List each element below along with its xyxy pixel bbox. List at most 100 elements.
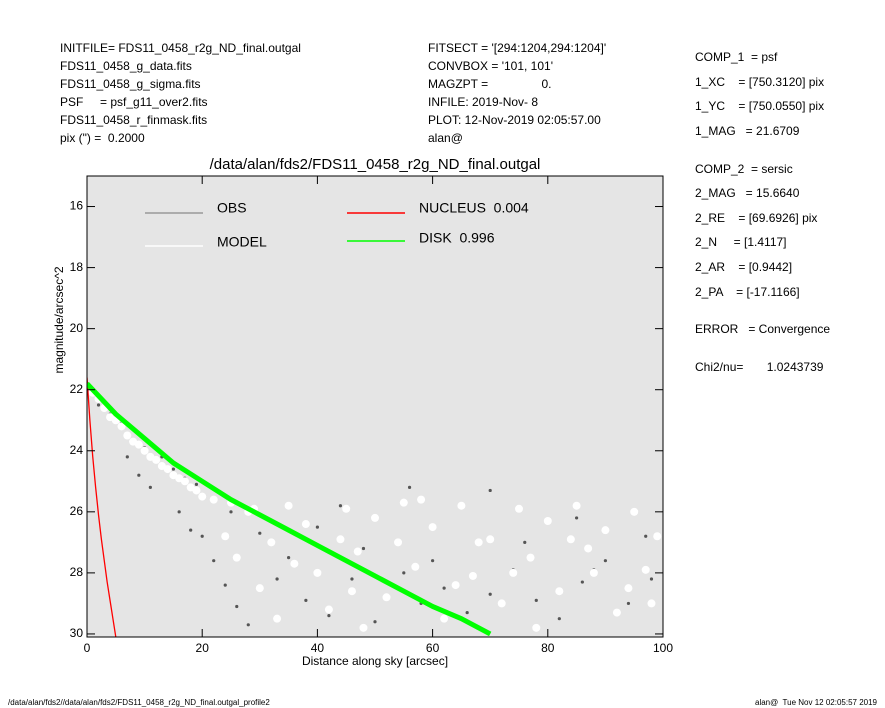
model-point bbox=[180, 477, 189, 486]
model-point bbox=[486, 535, 495, 544]
info-right: COMP_2 = sersic bbox=[695, 162, 793, 176]
model-point bbox=[232, 553, 241, 562]
model-point bbox=[497, 599, 506, 608]
obs-point bbox=[407, 485, 412, 490]
info-middle: FITSECT = '[294:1204,294:1204]' bbox=[428, 41, 606, 55]
legend-label: NUCLEUS 0.004 bbox=[419, 200, 529, 216]
obs-point bbox=[488, 488, 492, 493]
legend-label: OBS bbox=[217, 200, 247, 216]
model-point bbox=[428, 523, 437, 532]
nucleus-profile bbox=[87, 377, 117, 637]
model-point bbox=[273, 614, 282, 623]
info-right: 2_MAG = 15.6640 bbox=[695, 186, 800, 200]
info-right: 2_AR = [0.9442] bbox=[695, 260, 792, 274]
model-point bbox=[394, 538, 403, 547]
info-left: FDS11_0458_g_data.fits bbox=[60, 59, 192, 73]
obs-point bbox=[177, 510, 181, 514]
footer-left: /data/alan/fds2//data/alan/fds2/FDS11_04… bbox=[8, 698, 270, 707]
obs-point bbox=[304, 598, 308, 602]
model-point bbox=[382, 593, 391, 602]
obs-point bbox=[229, 510, 233, 514]
x-tick-label: 80 bbox=[541, 641, 555, 655]
obs-point bbox=[361, 546, 366, 551]
info-right: COMP_1 = psf bbox=[695, 50, 778, 64]
model-point bbox=[134, 440, 143, 449]
model-point bbox=[572, 501, 581, 510]
obs-point bbox=[194, 482, 199, 486]
info-middle: MAGZPT = 0. bbox=[428, 77, 551, 91]
info-left: FDS11_0458_g_sigma.fits bbox=[60, 77, 201, 91]
model-point bbox=[313, 568, 322, 577]
obs-point bbox=[275, 577, 279, 581]
model-point bbox=[417, 495, 426, 504]
x-tick-label: 60 bbox=[426, 641, 440, 655]
model-point bbox=[284, 501, 293, 510]
obs-point bbox=[402, 571, 406, 575]
obs-point bbox=[96, 403, 101, 407]
model-point bbox=[301, 520, 310, 529]
model-point bbox=[612, 608, 621, 617]
obs-point bbox=[575, 516, 579, 520]
legend-label: DISK 0.996 bbox=[419, 230, 495, 246]
obs-point bbox=[649, 577, 654, 581]
chart-title: /data/alan/fds2/FDS11_0458_r2g_ND_final.… bbox=[210, 156, 541, 173]
model-point bbox=[411, 562, 420, 571]
info-middle: alan@ bbox=[428, 131, 463, 145]
plot-frame bbox=[86, 175, 664, 638]
model-point bbox=[123, 431, 132, 440]
obs-point bbox=[148, 485, 152, 490]
model-point bbox=[474, 538, 483, 547]
obs-point bbox=[200, 534, 204, 538]
plot-background bbox=[87, 176, 663, 637]
info-middle: PLOT: 12-Nov-2019 02:05:57.00 bbox=[428, 113, 601, 127]
model-point bbox=[140, 446, 149, 455]
model-point bbox=[457, 501, 466, 510]
model-point bbox=[371, 513, 379, 522]
obs-point bbox=[125, 455, 129, 459]
info-middle: CONVBOX = '101, 101' bbox=[428, 59, 553, 73]
obs-point bbox=[580, 580, 584, 584]
model-point bbox=[192, 486, 201, 495]
obs-point bbox=[189, 528, 193, 532]
info-left: FDS11_0458_r_finmask.fits bbox=[60, 113, 207, 127]
model-point bbox=[209, 495, 218, 504]
obs-point bbox=[258, 531, 262, 535]
info-right: 2_RE = [69.6926] pix bbox=[695, 211, 817, 225]
info-left: INITFILE= FDS11_0458_r2g_ND_final.outgal bbox=[60, 41, 301, 55]
info-left: pix (") = 0.2000 bbox=[60, 131, 145, 145]
model-point bbox=[347, 587, 356, 596]
info-right: 1_MAG = 21.6709 bbox=[695, 124, 800, 138]
obs-point bbox=[488, 592, 492, 596]
model-point bbox=[359, 623, 368, 632]
model-point bbox=[336, 535, 345, 544]
model-point bbox=[532, 623, 541, 632]
model-point bbox=[566, 535, 575, 544]
model-point bbox=[589, 568, 598, 577]
info-right: 2_N = [1.4117] bbox=[695, 235, 787, 249]
y-tick-label: 30 bbox=[70, 626, 84, 640]
model-point bbox=[451, 581, 460, 590]
y-tick-label: 18 bbox=[70, 260, 84, 274]
model-point bbox=[255, 584, 264, 593]
model-point bbox=[641, 565, 650, 574]
obs-point bbox=[235, 604, 239, 609]
model-point bbox=[221, 532, 230, 541]
model-point bbox=[468, 571, 477, 580]
model-point bbox=[653, 532, 662, 541]
obs-point bbox=[350, 577, 354, 581]
info-right: ERROR = Convergence bbox=[695, 322, 830, 336]
obs-point bbox=[534, 598, 538, 602]
obs-point bbox=[171, 467, 175, 471]
footer-right: alan@ Tue Nov 12 02:05:57 2019 bbox=[755, 698, 878, 707]
x-tick-label: 100 bbox=[653, 641, 673, 655]
obs-point bbox=[287, 556, 291, 560]
model-point bbox=[630, 507, 639, 516]
y-tick-label: 22 bbox=[70, 382, 84, 396]
model-point bbox=[290, 559, 299, 568]
model-point bbox=[526, 553, 535, 562]
model-point bbox=[440, 614, 449, 623]
obs-point bbox=[327, 614, 331, 618]
info-right: 1_XC = [750.3120] pix bbox=[695, 75, 824, 89]
model-point bbox=[543, 516, 552, 525]
